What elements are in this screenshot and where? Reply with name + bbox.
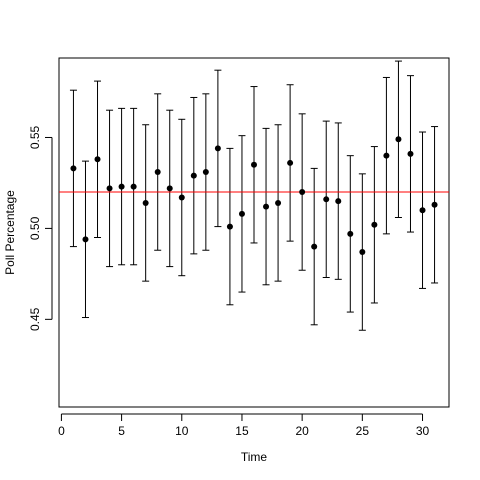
y-tick-label: 0.45 bbox=[28, 307, 42, 331]
y-axis-title: Poll Percentage bbox=[3, 190, 17, 275]
data-point bbox=[287, 159, 294, 166]
x-tick-label: 5 bbox=[118, 424, 125, 438]
data-point bbox=[118, 183, 125, 190]
data-point bbox=[166, 185, 173, 192]
data-point bbox=[383, 152, 390, 159]
x-tick-label: 20 bbox=[295, 424, 309, 438]
x-tick-label: 15 bbox=[235, 424, 249, 438]
data-point bbox=[106, 185, 113, 192]
data-point bbox=[347, 230, 354, 237]
data-point bbox=[82, 236, 89, 243]
data-point bbox=[94, 156, 101, 163]
data-point bbox=[407, 150, 414, 157]
y-tick-label: 0.55 bbox=[28, 125, 42, 149]
y-axis: 0.45 0.50 0.55 bbox=[28, 125, 53, 331]
x-tick-label: 25 bbox=[356, 424, 370, 438]
x-axis: 0 5 10 15 20 25 30 bbox=[58, 413, 430, 438]
data-point bbox=[263, 203, 270, 210]
data-point bbox=[275, 199, 282, 206]
data-point bbox=[335, 198, 342, 205]
data-point bbox=[226, 223, 233, 230]
x-tick-label: 30 bbox=[416, 424, 430, 438]
data-point bbox=[190, 172, 197, 179]
data-point bbox=[70, 165, 77, 172]
data-point bbox=[395, 136, 402, 143]
data-point bbox=[251, 161, 257, 168]
data-point bbox=[154, 169, 161, 176]
data-point bbox=[142, 199, 149, 206]
data-point bbox=[130, 183, 137, 190]
data-point bbox=[311, 243, 318, 250]
x-tick-label: 0 bbox=[58, 424, 65, 438]
data-point bbox=[178, 194, 185, 201]
plot-box bbox=[58, 57, 450, 408]
x-axis-title: Time bbox=[241, 450, 268, 464]
data-point bbox=[323, 196, 330, 203]
data-point bbox=[299, 189, 306, 196]
x-tick-label: 10 bbox=[175, 424, 189, 438]
data-point bbox=[202, 169, 209, 176]
data-point bbox=[359, 249, 366, 256]
data-point bbox=[238, 210, 245, 217]
data-point bbox=[419, 207, 426, 214]
data-points bbox=[70, 136, 438, 256]
data-point bbox=[371, 221, 378, 228]
data-point bbox=[214, 145, 221, 152]
y-tick-label: 0.50 bbox=[28, 216, 42, 240]
data-point bbox=[431, 201, 438, 208]
